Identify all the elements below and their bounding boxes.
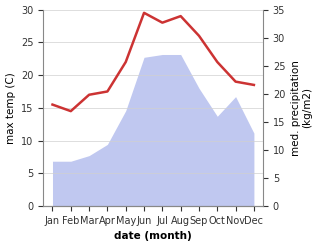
Y-axis label: max temp (C): max temp (C) bbox=[5, 72, 16, 144]
X-axis label: date (month): date (month) bbox=[114, 231, 192, 242]
Y-axis label: med. precipitation
(kg/m2): med. precipitation (kg/m2) bbox=[291, 60, 313, 156]
